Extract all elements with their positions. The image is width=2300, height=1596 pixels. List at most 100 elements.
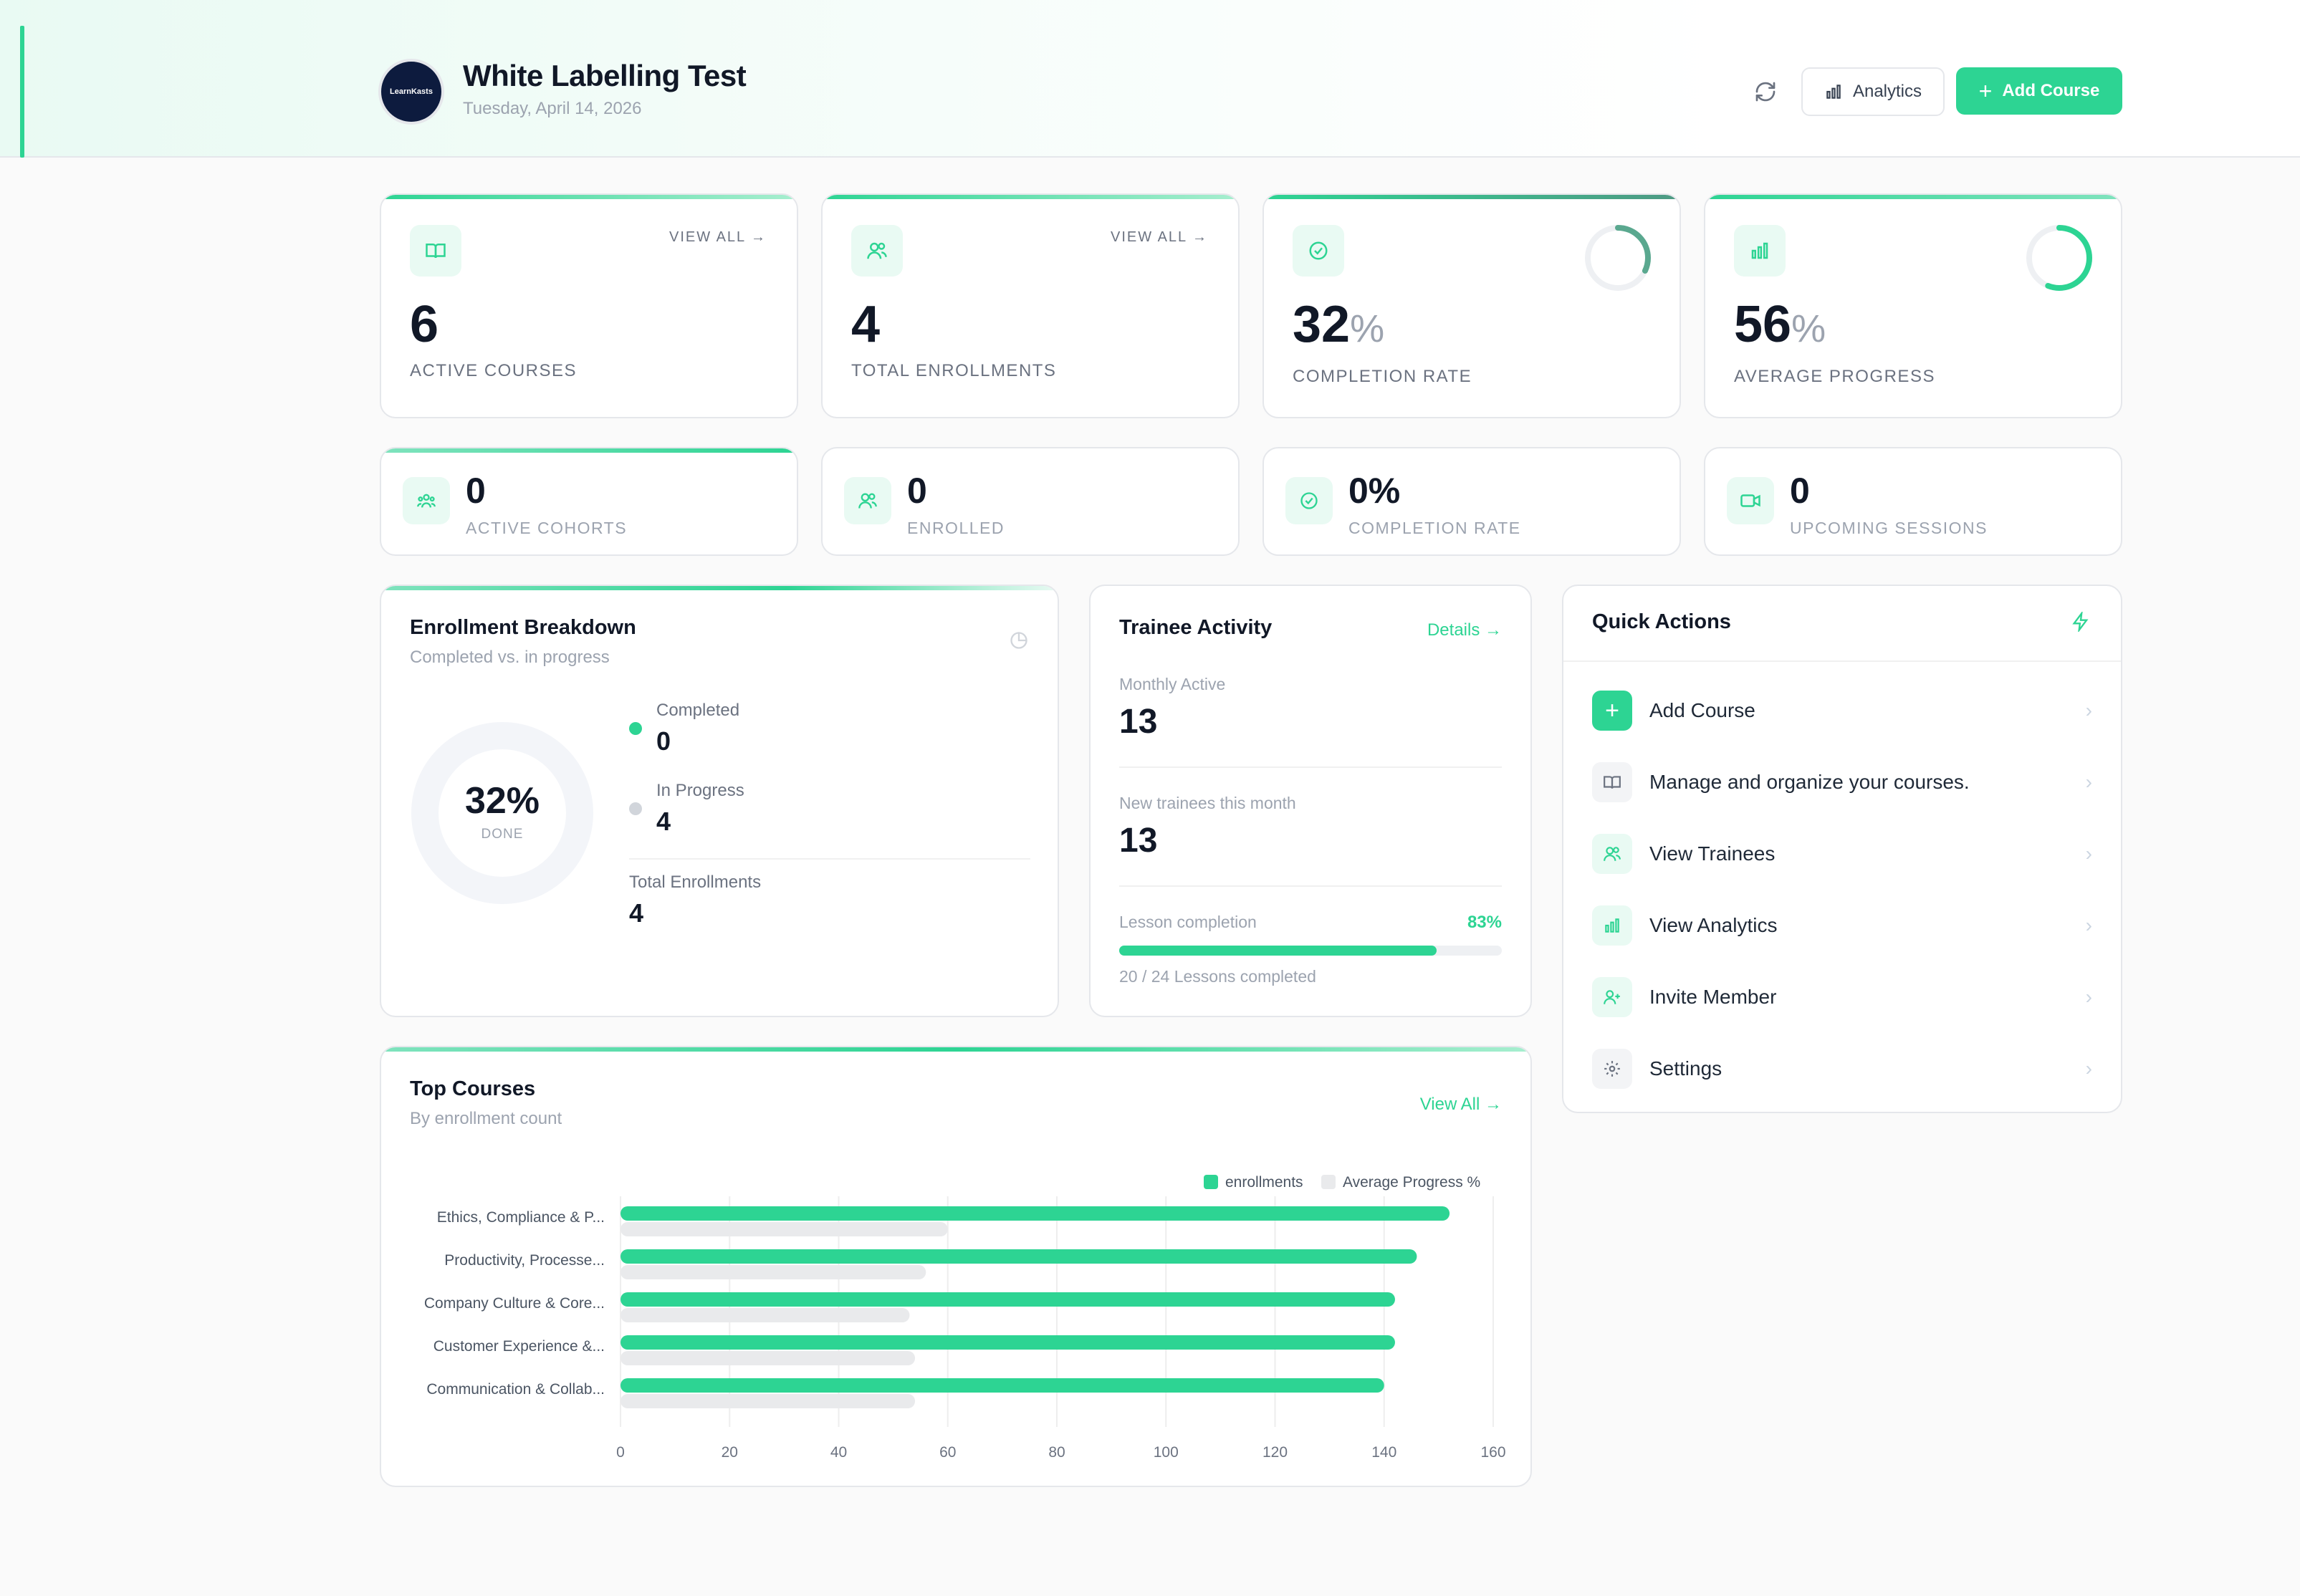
stat-value: 6 <box>410 296 439 353</box>
x-tick-label: 100 <box>1154 1444 1179 1461</box>
stat-value: 56% <box>1734 296 1826 353</box>
header-accent-bar <box>20 26 24 158</box>
mini-stat-label: ENROLLED <box>907 519 1005 537</box>
analytics-button[interactable]: Analytics <box>1801 67 1945 116</box>
bar-enrollments <box>620 1292 1395 1307</box>
chevron-right-icon: › <box>2085 986 2092 1008</box>
mini-stat-label: COMPLETION RATE <box>1348 519 1521 537</box>
y-category-label: Company Culture & Core... <box>424 1295 605 1312</box>
card-accent <box>823 195 1238 199</box>
quick-action-label: Add Course <box>1649 699 1755 721</box>
check-circle-icon <box>1293 225 1344 277</box>
trainee-activity-panel: Trainee Activity Details → Monthly Activ… <box>1089 585 1532 1017</box>
analytics-button-label: Analytics <box>1852 82 1922 101</box>
panel-subtitle: Completed vs. in progress <box>410 648 610 667</box>
mini-stat-label: UPCOMING SESSIONS <box>1790 519 1988 537</box>
quick-action-add-course[interactable]: + Add Course › <box>1592 689 2092 732</box>
quick-action-view-trainees[interactable]: View Trainees › <box>1592 832 2092 875</box>
divider <box>1563 660 2121 662</box>
quick-action-view-analytics[interactable]: View Analytics › <box>1592 904 2092 947</box>
in-progress-value: 4 <box>656 807 671 836</box>
enrollment-donut <box>411 722 593 904</box>
stat-card-active-courses: VIEW ALL → 6 ACTIVE COURSES <box>380 193 798 418</box>
x-tick-label: 20 <box>722 1444 738 1461</box>
divider <box>1119 885 1502 887</box>
chevron-right-icon: › <box>2085 1057 2092 1080</box>
quick-action-label: Invite Member <box>1649 986 1777 1008</box>
y-category-label: Ethics, Compliance & P... <box>437 1209 605 1226</box>
y-category-label: Productivity, Processe... <box>444 1252 605 1269</box>
quick-action-settings[interactable]: Settings › <box>1592 1047 2092 1090</box>
legend-swatch <box>1321 1175 1336 1189</box>
panel-title: Trainee Activity <box>1119 616 1273 639</box>
chevron-right-icon: › <box>2085 842 2092 865</box>
completed-label: Completed <box>656 701 740 720</box>
x-tick-label: 0 <box>616 1444 625 1461</box>
quick-action-label: View Analytics <box>1649 914 1778 936</box>
refresh-button[interactable] <box>1748 74 1783 109</box>
users-icon <box>1592 834 1632 874</box>
book-icon <box>1592 762 1632 802</box>
completed-value: 0 <box>656 726 671 756</box>
group-icon <box>403 477 450 524</box>
mini-stat-value: 0 <box>907 471 927 511</box>
panel-title: Quick Actions <box>1592 610 1731 633</box>
view-all-courses-link[interactable]: View All → <box>1419 1095 1502 1114</box>
video-icon <box>1727 477 1774 524</box>
new-trainees-label: New trainees this month <box>1119 794 1296 812</box>
quick-action-label: View Trainees <box>1649 842 1776 865</box>
progress-ring <box>2026 225 2092 291</box>
details-link[interactable]: Details → <box>1427 620 1502 640</box>
x-tick-label: 140 <box>1371 1444 1396 1461</box>
mini-stat-value: 0 <box>466 471 486 511</box>
user-plus-icon <box>1592 977 1632 1017</box>
pie-chart-icon[interactable] <box>1009 630 1029 650</box>
in-progress-dot <box>629 802 642 815</box>
mini-stat-label: ACTIVE COHORTS <box>466 519 628 537</box>
lesson-completion-percent: 83% <box>1467 913 1502 932</box>
org-logo[interactable]: LearnKasts <box>378 59 444 125</box>
plus-icon: + <box>1978 77 1993 104</box>
stat-value: 4 <box>851 296 881 353</box>
logo-text: LearnKasts <box>390 87 433 96</box>
total-enrollments-value: 4 <box>629 898 644 928</box>
stat-card-total-enrollments: VIEW ALL → 4 TOTAL ENROLLMENTS <box>821 193 1240 418</box>
lesson-completion-label: Lesson completion <box>1119 913 1257 931</box>
bar-average-progress <box>620 1394 916 1408</box>
bar-chart-icon <box>1826 85 1841 99</box>
card-accent <box>381 586 1058 590</box>
card-accent <box>381 195 797 199</box>
divider <box>629 858 1030 860</box>
plus-icon: + <box>1592 691 1632 731</box>
bar-enrollments <box>620 1335 1395 1350</box>
enrollment-breakdown-panel: Enrollment Breakdown Completed vs. in pr… <box>380 585 1059 1017</box>
bar-chart-icon <box>1734 225 1786 277</box>
quick-action-invite-member[interactable]: Invite Member › <box>1592 976 2092 1019</box>
add-course-button-label: Add Course <box>2002 81 2100 100</box>
stat-label: AVERAGE PROGRESS <box>1734 367 1935 386</box>
card-accent <box>1705 195 2121 199</box>
lightning-icon <box>2072 612 2089 632</box>
bar-average-progress <box>620 1222 948 1236</box>
lesson-progress-bar <box>1119 946 1502 956</box>
stat-label: ACTIVE COURSES <box>410 361 578 380</box>
lesson-progress-fill <box>1119 946 1437 956</box>
y-category-label: Communication & Collab... <box>426 1381 605 1398</box>
view-all-enrollments-link[interactable]: VIEW ALL → <box>1111 229 1208 245</box>
page-title: White Labelling Test <box>463 59 747 92</box>
panel-subtitle: By enrollment count <box>410 1109 562 1128</box>
chevron-right-icon: › <box>2085 771 2092 793</box>
quick-action-manage-courses[interactable]: Manage and organize your courses. › <box>1592 761 2092 804</box>
bar-average-progress <box>620 1351 916 1365</box>
view-all-courses-link[interactable]: VIEW ALL → <box>669 229 767 245</box>
mini-card-completion-rate: 0% COMPLETION RATE <box>1262 447 1681 556</box>
monthly-active-value: 13 <box>1119 703 1158 741</box>
page-header: LearnKasts White Labelling Test Tuesday,… <box>0 0 2300 158</box>
in-progress-label: In Progress <box>656 781 744 800</box>
x-tick-label: 60 <box>939 1444 956 1461</box>
add-course-button[interactable]: + Add Course <box>1956 67 2122 115</box>
users-icon <box>844 477 891 524</box>
mini-stat-value: 0 <box>1790 471 1810 511</box>
legend-swatch <box>1204 1175 1218 1189</box>
mini-card-enrolled: 0 ENROLLED <box>821 447 1240 556</box>
